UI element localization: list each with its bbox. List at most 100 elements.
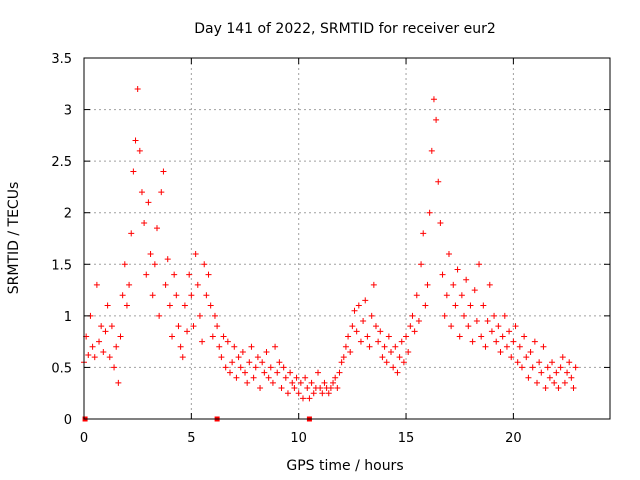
data-point — [216, 343, 223, 350]
y-axis-label: SRMTID / TECUs — [6, 182, 22, 295]
data-point — [272, 343, 279, 350]
y-tick-label: 3 — [64, 104, 72, 119]
data-point — [564, 369, 571, 376]
data-point — [214, 323, 221, 330]
data-point — [461, 312, 468, 319]
data-point — [486, 281, 493, 288]
data-point — [572, 364, 579, 371]
data-point — [523, 354, 530, 361]
data-point — [136, 147, 143, 154]
y-tick-label: 2 — [64, 207, 72, 222]
data-point — [156, 312, 163, 319]
data-point — [409, 312, 416, 319]
data-point — [529, 364, 536, 371]
data-point — [422, 302, 429, 309]
data-point — [540, 343, 547, 350]
data-point — [147, 250, 154, 257]
data-point — [246, 359, 253, 366]
data-point — [119, 292, 126, 299]
data-point — [368, 312, 375, 319]
data-point — [553, 369, 560, 376]
y-tick-label: 0 — [64, 413, 72, 428]
data-point — [570, 385, 577, 392]
data-point — [411, 328, 418, 335]
data-point — [297, 379, 304, 386]
data-point — [177, 343, 184, 350]
data-point — [160, 168, 167, 175]
data-point — [209, 333, 216, 340]
data-point — [226, 369, 233, 376]
data-point — [435, 178, 442, 185]
x-tick-label: 15 — [398, 431, 415, 446]
data-point — [388, 348, 395, 355]
data-point — [248, 343, 255, 350]
data-point — [480, 302, 487, 309]
data-point — [525, 374, 532, 381]
data-point — [499, 333, 506, 340]
data-point — [355, 302, 362, 309]
data-point — [439, 271, 446, 278]
data-point — [153, 225, 160, 232]
data-point — [179, 354, 186, 361]
data-point — [130, 168, 137, 175]
data-point — [527, 348, 534, 355]
data-point — [211, 312, 218, 319]
x-tick-label: 10 — [290, 431, 307, 446]
data-point — [239, 348, 246, 355]
data-point — [235, 354, 242, 361]
data-point — [400, 359, 407, 366]
data-point — [476, 261, 483, 268]
data-point — [289, 379, 296, 386]
y-tick-label: 2.5 — [51, 155, 72, 170]
x-tick-label: 20 — [505, 431, 522, 446]
data-point — [542, 385, 549, 392]
data-point — [508, 354, 515, 361]
data-point — [336, 369, 343, 376]
data-point — [450, 281, 457, 288]
data-point — [203, 292, 210, 299]
data-point — [113, 343, 120, 350]
data-point — [413, 292, 420, 299]
data-point — [332, 374, 339, 381]
data-point — [452, 302, 459, 309]
data-point — [257, 385, 264, 392]
data-point — [100, 348, 107, 355]
data-point — [304, 385, 311, 392]
data-point — [207, 302, 214, 309]
data-point — [491, 312, 498, 319]
data-point — [308, 379, 315, 386]
data-point — [366, 343, 373, 350]
data-point — [342, 343, 349, 350]
data-point — [370, 281, 377, 288]
data-point — [291, 385, 298, 392]
data-point — [317, 385, 324, 392]
data-point — [299, 395, 306, 402]
data-point — [473, 318, 480, 325]
data-point — [190, 323, 197, 330]
data-point — [93, 281, 100, 288]
data-point — [302, 374, 309, 381]
data-point — [229, 359, 236, 366]
data-point — [138, 189, 145, 196]
data-point — [327, 385, 334, 392]
data-point — [392, 343, 399, 350]
data-point — [162, 281, 169, 288]
data-point — [284, 390, 291, 397]
x-axis-label: GPS time / hours — [286, 458, 403, 474]
data-point — [158, 189, 165, 196]
data-point — [104, 302, 111, 309]
data-point — [269, 379, 276, 386]
data-point — [254, 354, 261, 361]
data-point — [293, 374, 300, 381]
data-point — [379, 354, 386, 361]
data-point — [510, 338, 517, 345]
data-point — [469, 338, 476, 345]
data-point — [364, 333, 371, 340]
data-point — [521, 333, 528, 340]
data-point — [194, 281, 201, 288]
data-point — [96, 338, 103, 345]
data-point — [111, 364, 118, 371]
data-point — [319, 390, 326, 397]
data-point — [497, 348, 504, 355]
